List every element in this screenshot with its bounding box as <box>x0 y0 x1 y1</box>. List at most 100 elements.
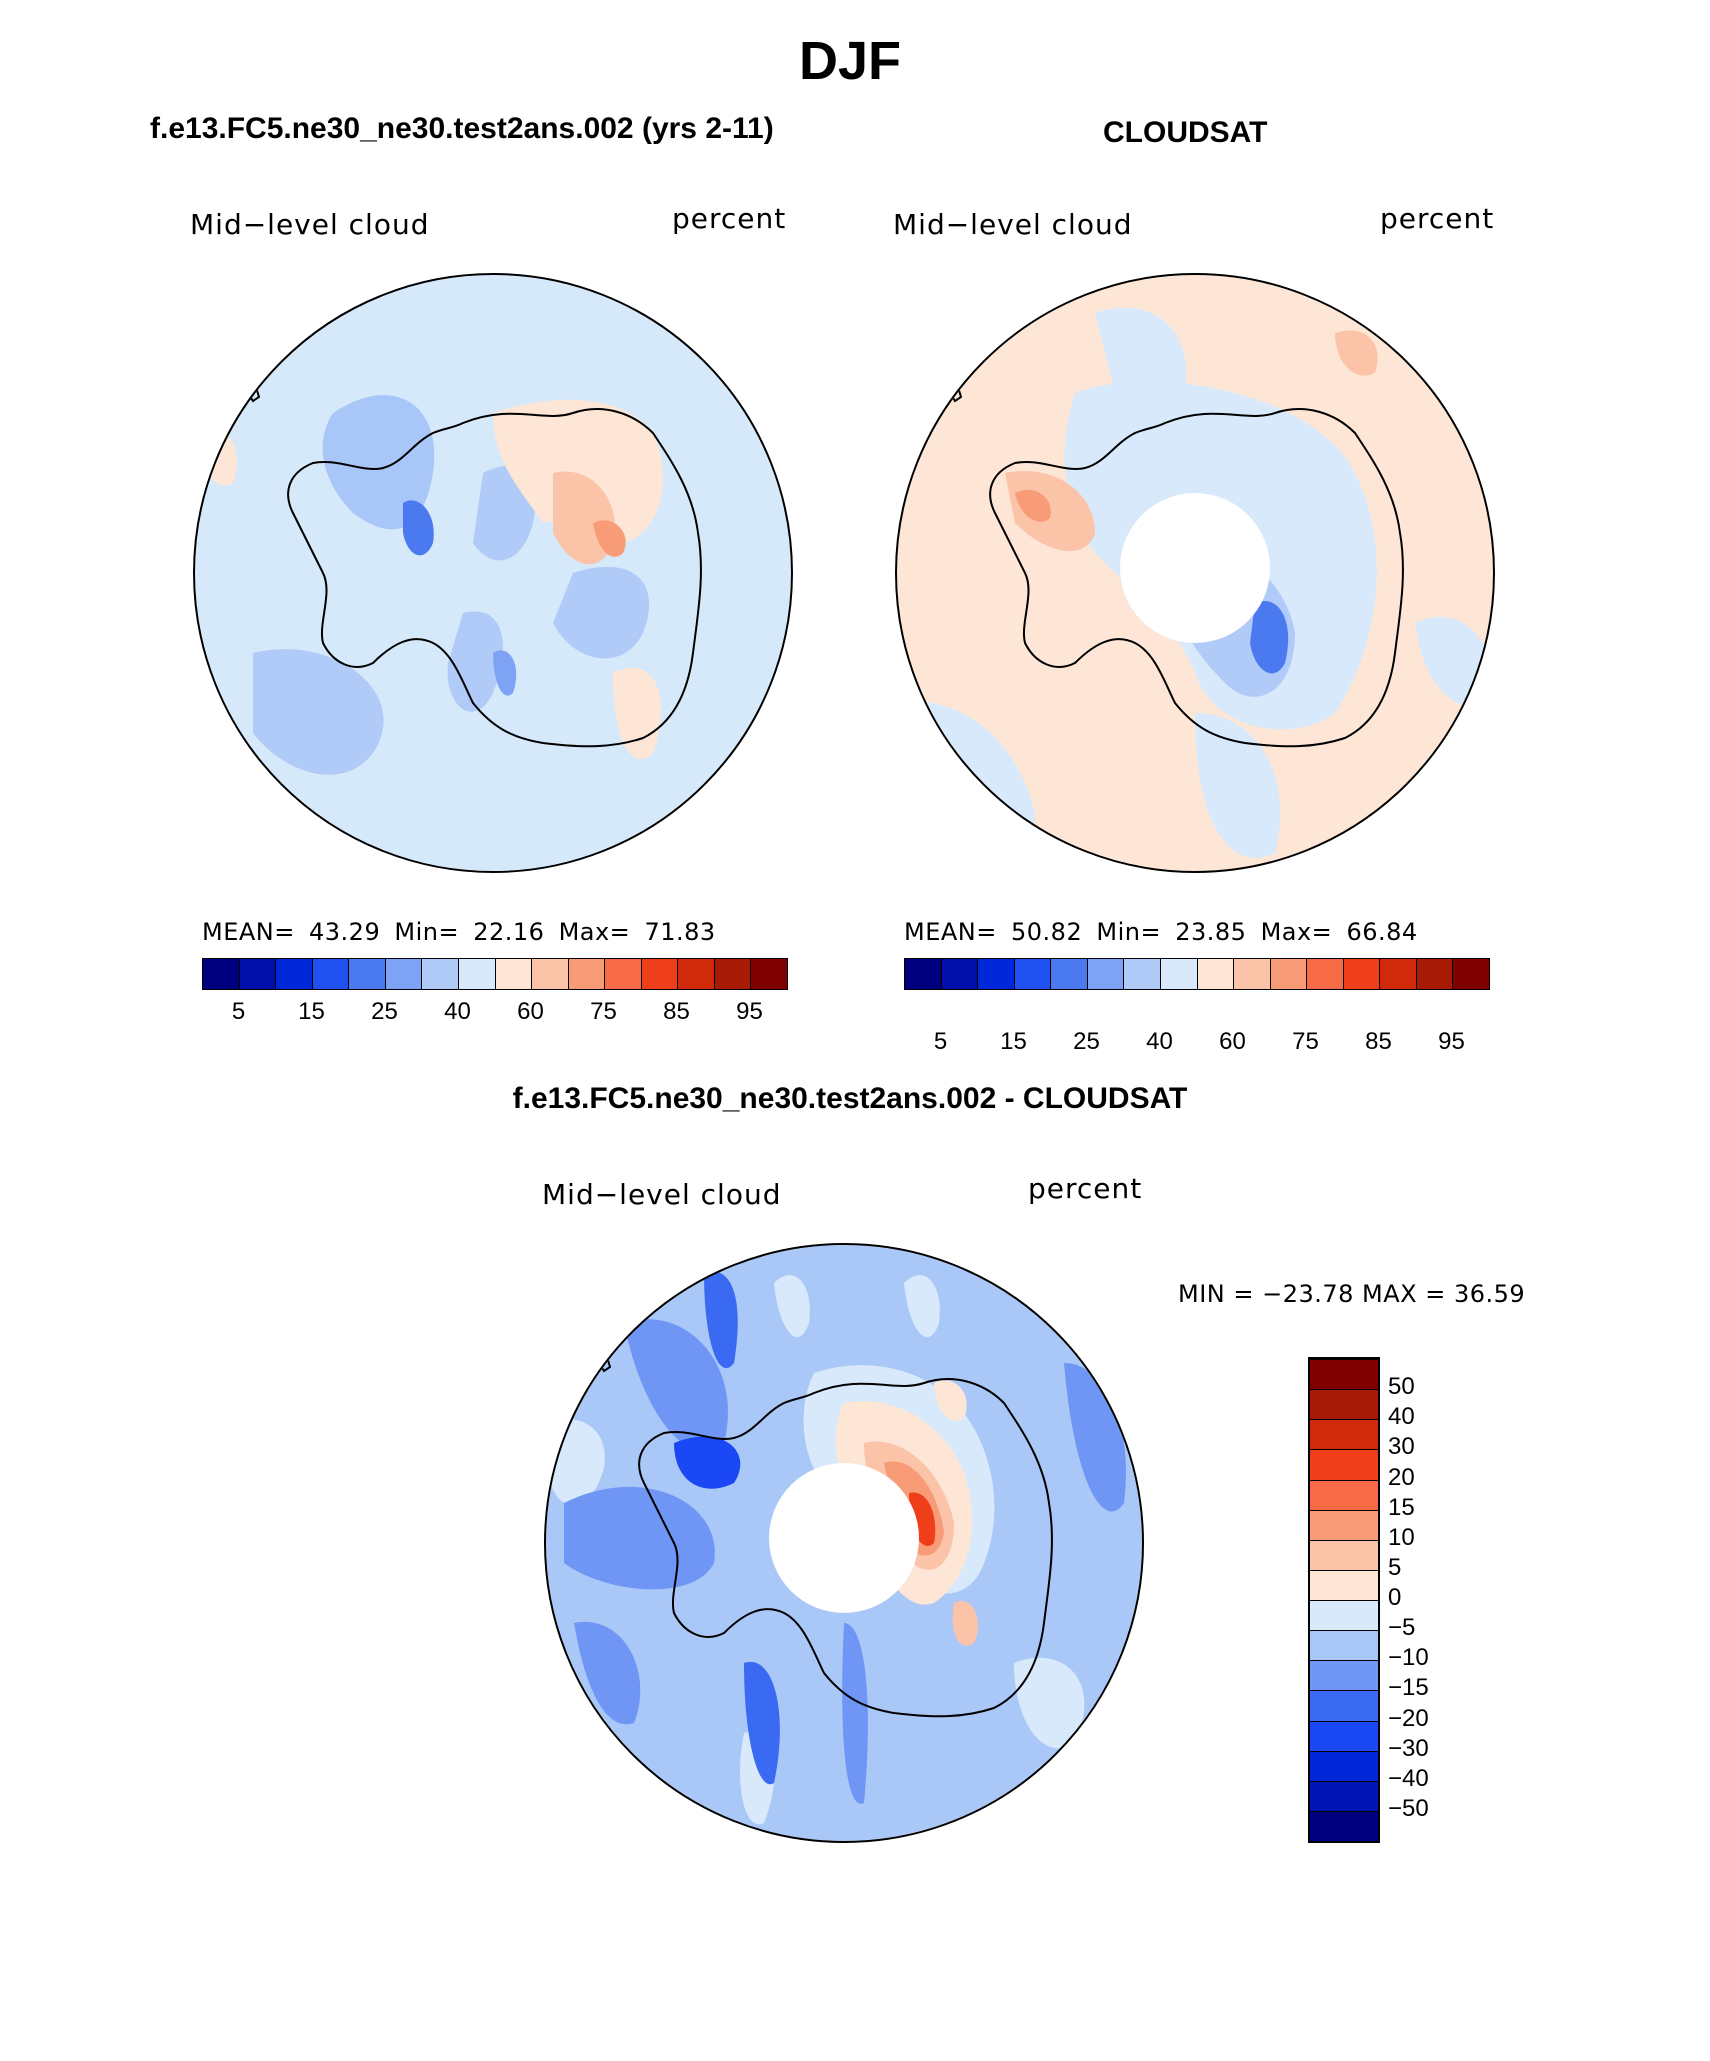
colorbar-tick-label: 25 <box>371 998 398 1025</box>
panel-obs-stats: MEAN= 50.82 Min= 23.85 Max= 66.84 <box>904 918 1424 946</box>
panel-obs-variable: Mid−level cloud <box>893 208 1133 241</box>
colorbar-swatch <box>751 959 787 989</box>
colorbar-swatch <box>276 959 313 989</box>
colorbar-obs <box>904 958 1490 990</box>
panel-model-stats: MEAN= 43.29 Min= 22.16 Max= 71.83 <box>202 918 722 946</box>
contour-high <box>593 520 626 557</box>
colorbar-tick-label: 5 <box>933 1028 948 1055</box>
colorbar-tick-label: 85 <box>663 998 690 1025</box>
contour-dark <box>403 500 434 556</box>
colorbar-tick-label: 15 <box>1000 1028 1027 1055</box>
max-value: 71.83 <box>644 918 716 946</box>
colorbar-swatch <box>1343 959 1381 989</box>
contour-low <box>253 649 384 775</box>
colorbar-swatch <box>714 959 752 989</box>
polar-no-data <box>769 1463 919 1613</box>
colorbar-swatch <box>1416 959 1454 989</box>
coastline-antarctica <box>287 408 702 748</box>
contour-lighter <box>904 1275 940 1338</box>
colorbar-tick-label: 15 <box>1388 1493 1415 1521</box>
coastline-antarctica <box>638 1378 1053 1718</box>
colorbar-swatch <box>941 959 979 989</box>
contour-pos <box>934 1380 967 1421</box>
contour-low <box>447 611 503 712</box>
colorbar-model <box>202 958 788 990</box>
colorbar-tick-label: 0 <box>1388 1584 1402 1611</box>
colorbar-swatch <box>1380 959 1417 989</box>
colorbar-swatch <box>568 959 606 989</box>
min-label: Min= <box>1096 918 1162 946</box>
min-label: Min= <box>394 918 460 946</box>
colorbar-swatch <box>312 959 350 989</box>
colorbar-swatch <box>349 959 386 989</box>
map-model <box>193 273 793 873</box>
map-obs <box>895 273 1495 873</box>
colorbar-tick-label: 95 <box>1438 1028 1465 1055</box>
mean-label: MEAN= <box>904 918 997 946</box>
map-model-field <box>195 275 791 871</box>
contour-lighter <box>774 1275 810 1338</box>
colorbar-tick-label: −20 <box>1388 1704 1429 1732</box>
colorbar-tick-label: 15 <box>298 998 325 1025</box>
colorbar-tick-label: 75 <box>1292 1028 1319 1055</box>
colorbar-tick-label: 20 <box>1388 1463 1415 1491</box>
main-title: DJF <box>798 31 901 91</box>
colorbar-tick-label: 60 <box>1219 1028 1246 1055</box>
colorbar-tick-label: 30 <box>1388 1433 1415 1461</box>
contour-mid <box>493 650 517 696</box>
colorbar-swatch <box>532 959 569 989</box>
panel-diff-variable: Mid−level cloud <box>542 1178 782 1211</box>
colorbar-swatch <box>1310 1600 1378 1631</box>
max-value: 66.84 <box>1346 918 1418 946</box>
colorbar-tick-label: 75 <box>590 998 617 1025</box>
colorbar-tick-label: −50 <box>1388 1794 1429 1822</box>
colorbar-tick-label: 25 <box>1073 1028 1100 1055</box>
colorbar-tick-label: −5 <box>1388 1614 1416 1642</box>
coastline-island <box>903 453 917 464</box>
colorbar-swatch <box>678 959 715 989</box>
contour-high <box>1015 489 1051 522</box>
colorbar-tick-label: 10 <box>1388 1523 1415 1551</box>
map-model-border <box>193 273 793 873</box>
colorbar-swatch <box>1310 1780 1378 1811</box>
max-label: Max= <box>1260 918 1333 946</box>
colorbar-tick-label: −15 <box>1388 1674 1429 1702</box>
colorbar-swatch <box>1310 1359 1378 1390</box>
colorbar-tick-label: 60 <box>517 998 544 1025</box>
min-value: 22.16 <box>473 918 545 946</box>
colorbar-swatch <box>1310 1419 1378 1450</box>
mean-value: 50.82 <box>1011 918 1083 946</box>
colorbar-tick-label: 5 <box>231 998 246 1025</box>
colorbar-swatch <box>1310 1479 1378 1510</box>
colorbar-swatch <box>1197 959 1235 989</box>
contour-mid <box>624 1319 728 1452</box>
colorbar-tick-label: 40 <box>444 998 471 1025</box>
colorbar-tick-label: 50 <box>1388 1373 1415 1401</box>
colorbar-swatch <box>1124 959 1161 989</box>
map-diff-border <box>544 1243 1144 1843</box>
contour-dark <box>1250 601 1289 674</box>
colorbar-tick-label: 5 <box>1388 1553 1402 1581</box>
panel-model-title: f.e13.FC5.ne30_ne30.test2ans.002 (yrs 2-… <box>150 112 774 145</box>
contour-mid <box>704 1271 738 1369</box>
coastline-antarctica <box>989 408 1404 748</box>
min-value: 23.85 <box>1175 918 1247 946</box>
colorbar-swatch <box>1310 1690 1378 1721</box>
colorbar-swatch <box>495 959 533 989</box>
colorbar-swatch <box>1307 959 1344 989</box>
colorbar-swatch <box>422 959 459 989</box>
colorbar-diff <box>1308 1357 1380 1843</box>
colorbar-tick-label: −30 <box>1388 1734 1429 1762</box>
colorbar-swatch <box>1051 959 1088 989</box>
contour-high <box>1335 330 1378 376</box>
colorbar-swatch <box>1310 1539 1378 1570</box>
mean-value: 43.29 <box>309 918 381 946</box>
colorbar-swatch <box>1453 959 1489 989</box>
contour-mid <box>842 1623 868 1804</box>
panel-diff-stats: MIN = −23.78 MAX = 36.59 <box>1178 1280 1526 1308</box>
colorbar-swatch <box>641 959 679 989</box>
colorbar-swatch <box>978 959 1015 989</box>
colorbar-swatch <box>203 959 240 989</box>
panel-obs-title: CLOUDSAT <box>1103 116 1268 149</box>
colorbar-diff-ticks: −50 −40 −30 −20 −15 −10 −5 0 5 10 15 20 30 40 50 <box>1388 1357 1468 1839</box>
